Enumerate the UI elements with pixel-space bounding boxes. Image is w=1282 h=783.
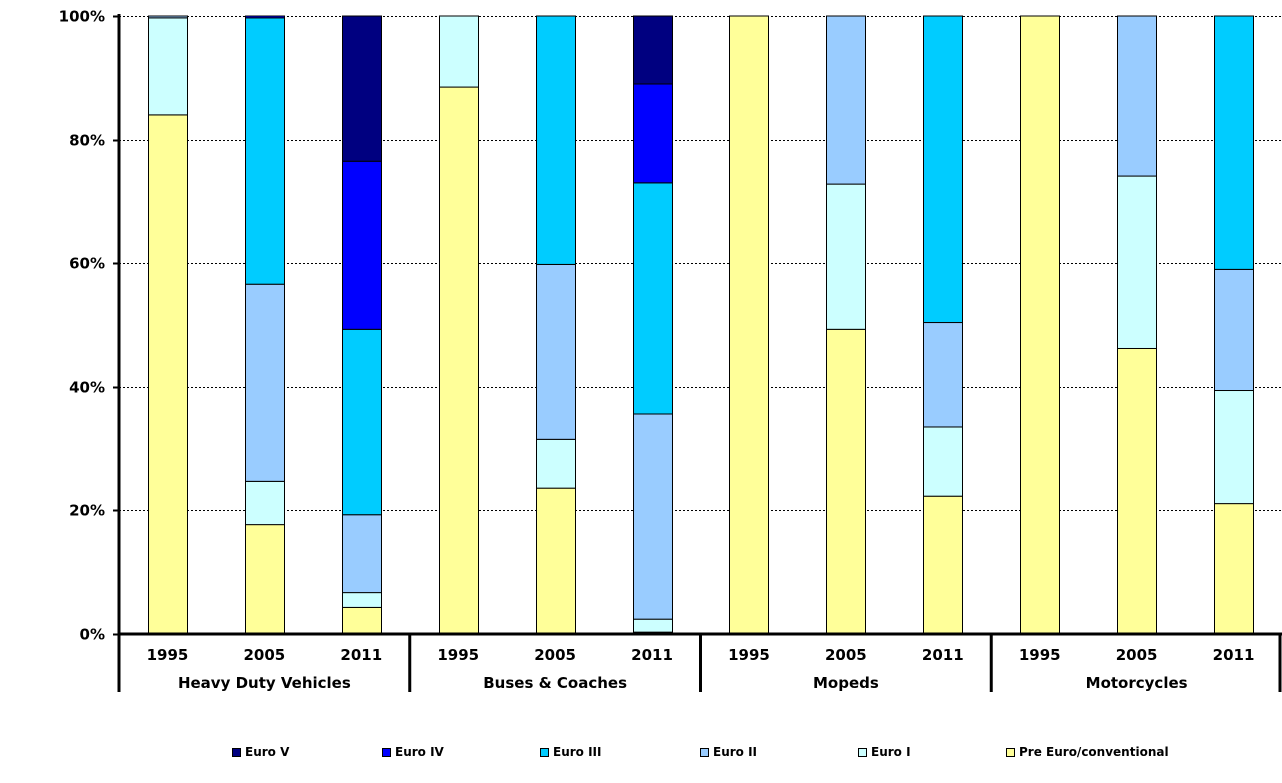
bar-segment (633, 413, 673, 620)
legend-swatch (1006, 747, 1015, 757)
legend-item: Euro III (540, 745, 601, 759)
group-label: Motorcycles (1086, 674, 1188, 692)
y-tick-label: 100% (59, 8, 105, 26)
legend-swatch (382, 747, 391, 757)
x-tick-label: 1995 (1019, 646, 1061, 664)
bar-segment (148, 15, 188, 19)
bar-segment (1020, 15, 1060, 635)
legend-swatch (858, 747, 867, 757)
group-label: Heavy Duty Vehicles (178, 674, 351, 692)
bar-segment (342, 160, 382, 330)
bar-segment (923, 322, 963, 428)
group-label: Mopeds (813, 674, 879, 692)
x-tick-label: 1995 (147, 646, 189, 664)
bar-segment (826, 183, 866, 330)
bar-segment (536, 263, 576, 440)
bar-segment (633, 15, 673, 85)
bar-segment (1117, 347, 1157, 635)
bar-segment (729, 15, 769, 635)
bar-segment (826, 328, 866, 635)
legend-label: Euro V (245, 745, 290, 759)
bar-segment (245, 480, 285, 526)
bar-segment (342, 15, 382, 162)
bar-segment (1214, 15, 1254, 270)
x-tick-label: 2005 (1116, 646, 1158, 664)
bar-segment (536, 487, 576, 635)
bar-segment (1214, 268, 1254, 392)
bar-segment (536, 438, 576, 489)
legend-swatch (232, 747, 241, 757)
x-tick-label: 2011 (340, 646, 382, 664)
bar-segment (1214, 503, 1254, 635)
bar-segment (633, 83, 673, 184)
x-tick-label: 2005 (825, 646, 867, 664)
x-tick-label: 2005 (534, 646, 576, 664)
chart-legend: Euro V Euro IV Euro III Euro II Euro I Pre Eu… (0, 745, 1282, 767)
bar-segment (633, 618, 673, 633)
legend-label: Euro IV (395, 745, 444, 759)
bar-segment (1214, 390, 1254, 505)
bar-segment (923, 495, 963, 635)
bar-segment (245, 283, 285, 482)
legend-item: Euro I (858, 745, 911, 759)
legend-label: Euro II (713, 745, 758, 759)
y-tick-label: 80% (69, 132, 105, 150)
y-tick-label: 60% (69, 255, 105, 273)
legend-swatch (540, 747, 549, 757)
x-tick-label: 2011 (1213, 646, 1255, 664)
bar-segment (245, 524, 285, 635)
x-tick-label: 2011 (631, 646, 673, 664)
bar-segment (342, 328, 382, 516)
bar-segment (1117, 15, 1157, 177)
bar-segment (245, 17, 285, 285)
bar-segment (923, 426, 963, 497)
legend-item: Euro V (232, 745, 289, 759)
group-label: Buses & Coaches (483, 674, 627, 692)
legend-label: Euro III (553, 745, 602, 759)
legend-label: Pre Euro/conventional (1019, 745, 1169, 759)
bar-segment (148, 114, 188, 635)
legend-item: Euro IV (382, 745, 444, 759)
bar-segment (923, 15, 963, 324)
y-tick-label: 0% (80, 626, 105, 644)
x-tick-label: 2005 (244, 646, 286, 664)
bar-segment (342, 514, 382, 594)
legend-item: Pre Euro/conventional (1006, 745, 1169, 759)
legend-swatch (700, 747, 709, 757)
x-tick-label: 1995 (728, 646, 770, 664)
bar-segment (148, 17, 188, 116)
bar-segment (245, 15, 285, 19)
bar-segment (439, 15, 479, 88)
bar-segment (439, 86, 479, 635)
x-tick-label: 1995 (437, 646, 479, 664)
y-tick-label: 20% (69, 502, 105, 520)
bar-segment (633, 182, 673, 415)
bar-segment (342, 592, 382, 608)
bar-segment (342, 606, 382, 635)
bar-segment (826, 15, 866, 185)
x-tick-label: 2011 (922, 646, 964, 664)
bar-segment (1117, 175, 1157, 349)
bar-segment (536, 15, 576, 265)
legend-item: Euro II (700, 745, 757, 759)
legend-label: Euro I (871, 745, 911, 759)
y-tick-label: 40% (69, 379, 105, 397)
